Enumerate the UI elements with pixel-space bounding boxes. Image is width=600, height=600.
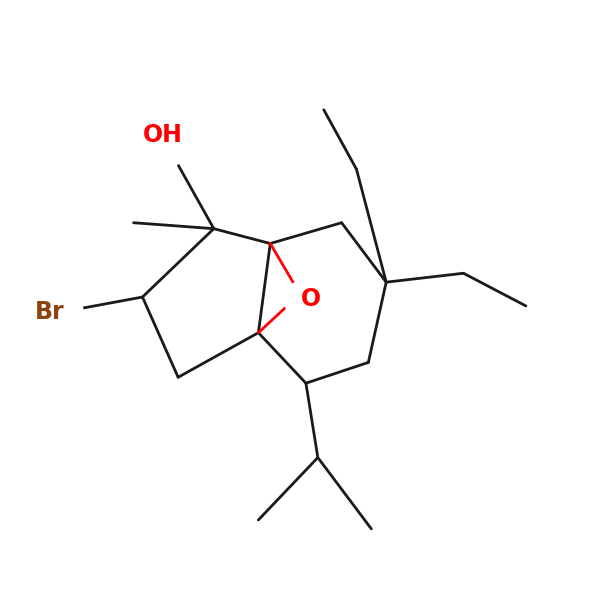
Circle shape — [140, 124, 186, 169]
Text: O: O — [301, 287, 322, 311]
Text: Br: Br — [34, 300, 64, 324]
Text: OH: OH — [143, 122, 183, 146]
Circle shape — [283, 282, 317, 316]
Circle shape — [45, 293, 83, 331]
